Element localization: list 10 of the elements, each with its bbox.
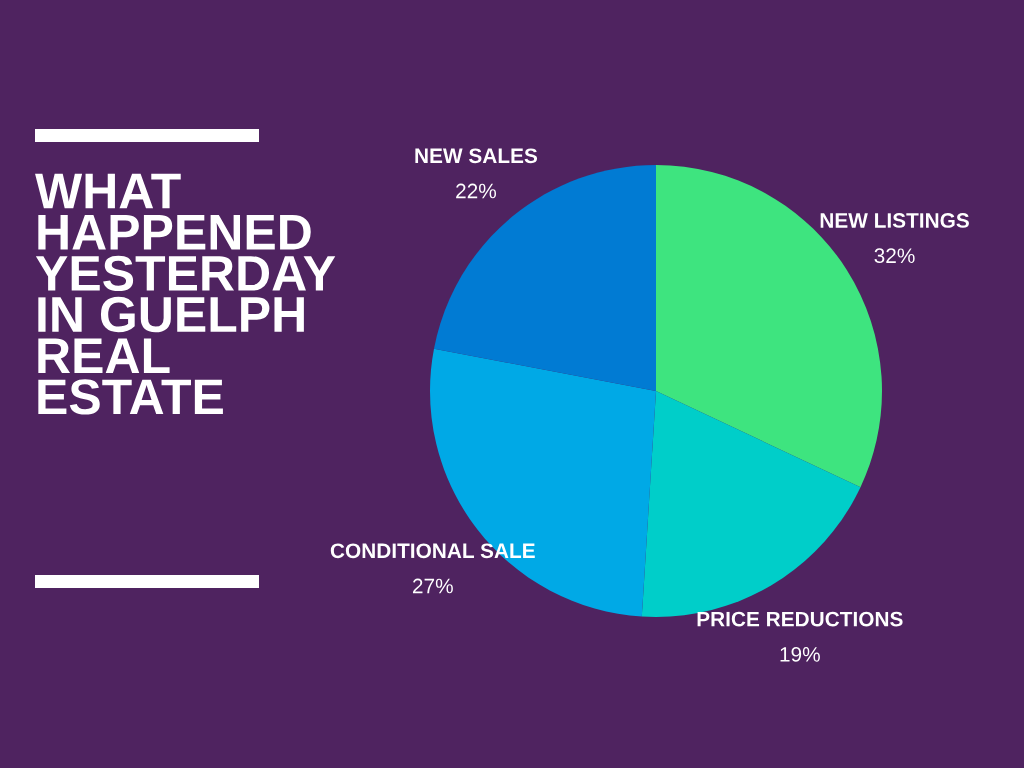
pie-slice [434,165,656,391]
slice-label: NEW LISTINGS [820,213,969,228]
slice-label: PRICE REDUCTIONS [697,611,903,627]
data-label: 22% [456,183,497,199]
slice-label: NEW SALES [415,148,538,164]
data-label: 19% [780,646,820,662]
data-label: 32% [874,248,915,264]
text: WHAT HAPPENED YESTERDAY IN GUELPH REAL ESTATE [35,173,336,415]
data-label: 27% [412,578,453,594]
slice-label: CONDITIONAL SALE [330,543,535,559]
